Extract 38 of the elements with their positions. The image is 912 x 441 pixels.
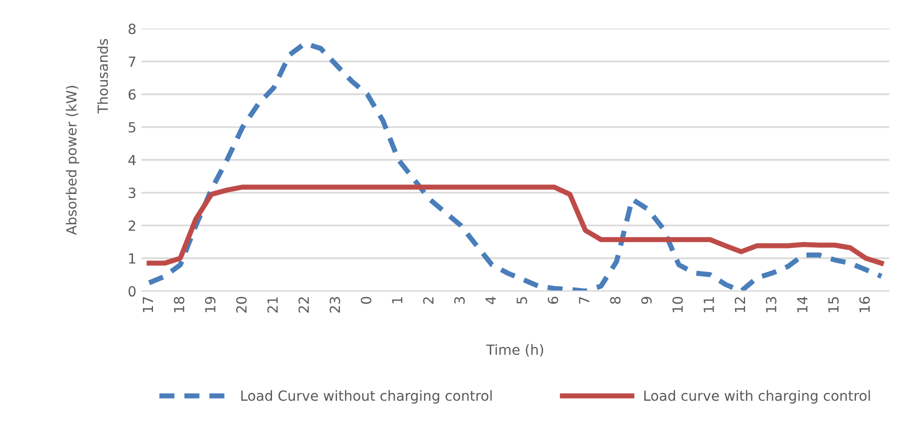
x-tick-label: 20: [236, 296, 247, 313]
y-tick-label: 5: [128, 122, 136, 133]
x-tick-label: 17: [142, 297, 153, 312]
y-tick-label: 3: [128, 188, 136, 198]
x-tick-label: 7: [579, 297, 590, 304]
x-tick-label: 13: [766, 297, 776, 312]
x-tick-label: 10: [672, 296, 683, 312]
y-tick-label: 1: [129, 253, 136, 264]
x-tick-label: 9: [641, 296, 652, 304]
x-tick-label: 12: [734, 297, 746, 312]
x-tick-label: 8: [610, 296, 621, 304]
x-tick-label: 14: [797, 296, 808, 312]
x-tick-label: 6: [548, 296, 558, 304]
x-tick-label: 1: [392, 297, 402, 304]
x-tick-label: 22: [298, 297, 309, 313]
y-tick-label: 7: [128, 56, 136, 67]
x-tick-label: 23: [330, 297, 340, 313]
x-axis-title: Time (h): [486, 344, 544, 357]
x-tick-label: 18: [174, 296, 184, 312]
x-tick-label: 5: [516, 297, 528, 304]
y-tick-label: 4: [128, 155, 136, 166]
x-tick-label: 21: [267, 297, 278, 313]
x-tick-label: 11: [704, 297, 714, 312]
y-axis-title: Absorbed power (kW): [66, 86, 80, 235]
x-tick-label: 19: [204, 296, 216, 312]
x-tick-label: 0: [360, 296, 372, 304]
x-tick-label: 15: [828, 297, 839, 312]
x-tick-label: 2: [423, 297, 434, 304]
y-tick-label: 8: [128, 24, 136, 34]
y-tick-label: 0: [128, 286, 136, 297]
x-tick-label: 4: [486, 296, 496, 304]
text: Thousands: [97, 38, 108, 114]
y-tick-label: 2: [128, 220, 136, 231]
legend-label: Load Curve without charging control: [241, 390, 492, 404]
y-tick-label: 6: [128, 89, 136, 100]
x-tick-label: 3: [454, 297, 465, 304]
legend-label: Load curve with charging control: [644, 390, 870, 404]
x-tick-label: 16: [859, 296, 870, 312]
